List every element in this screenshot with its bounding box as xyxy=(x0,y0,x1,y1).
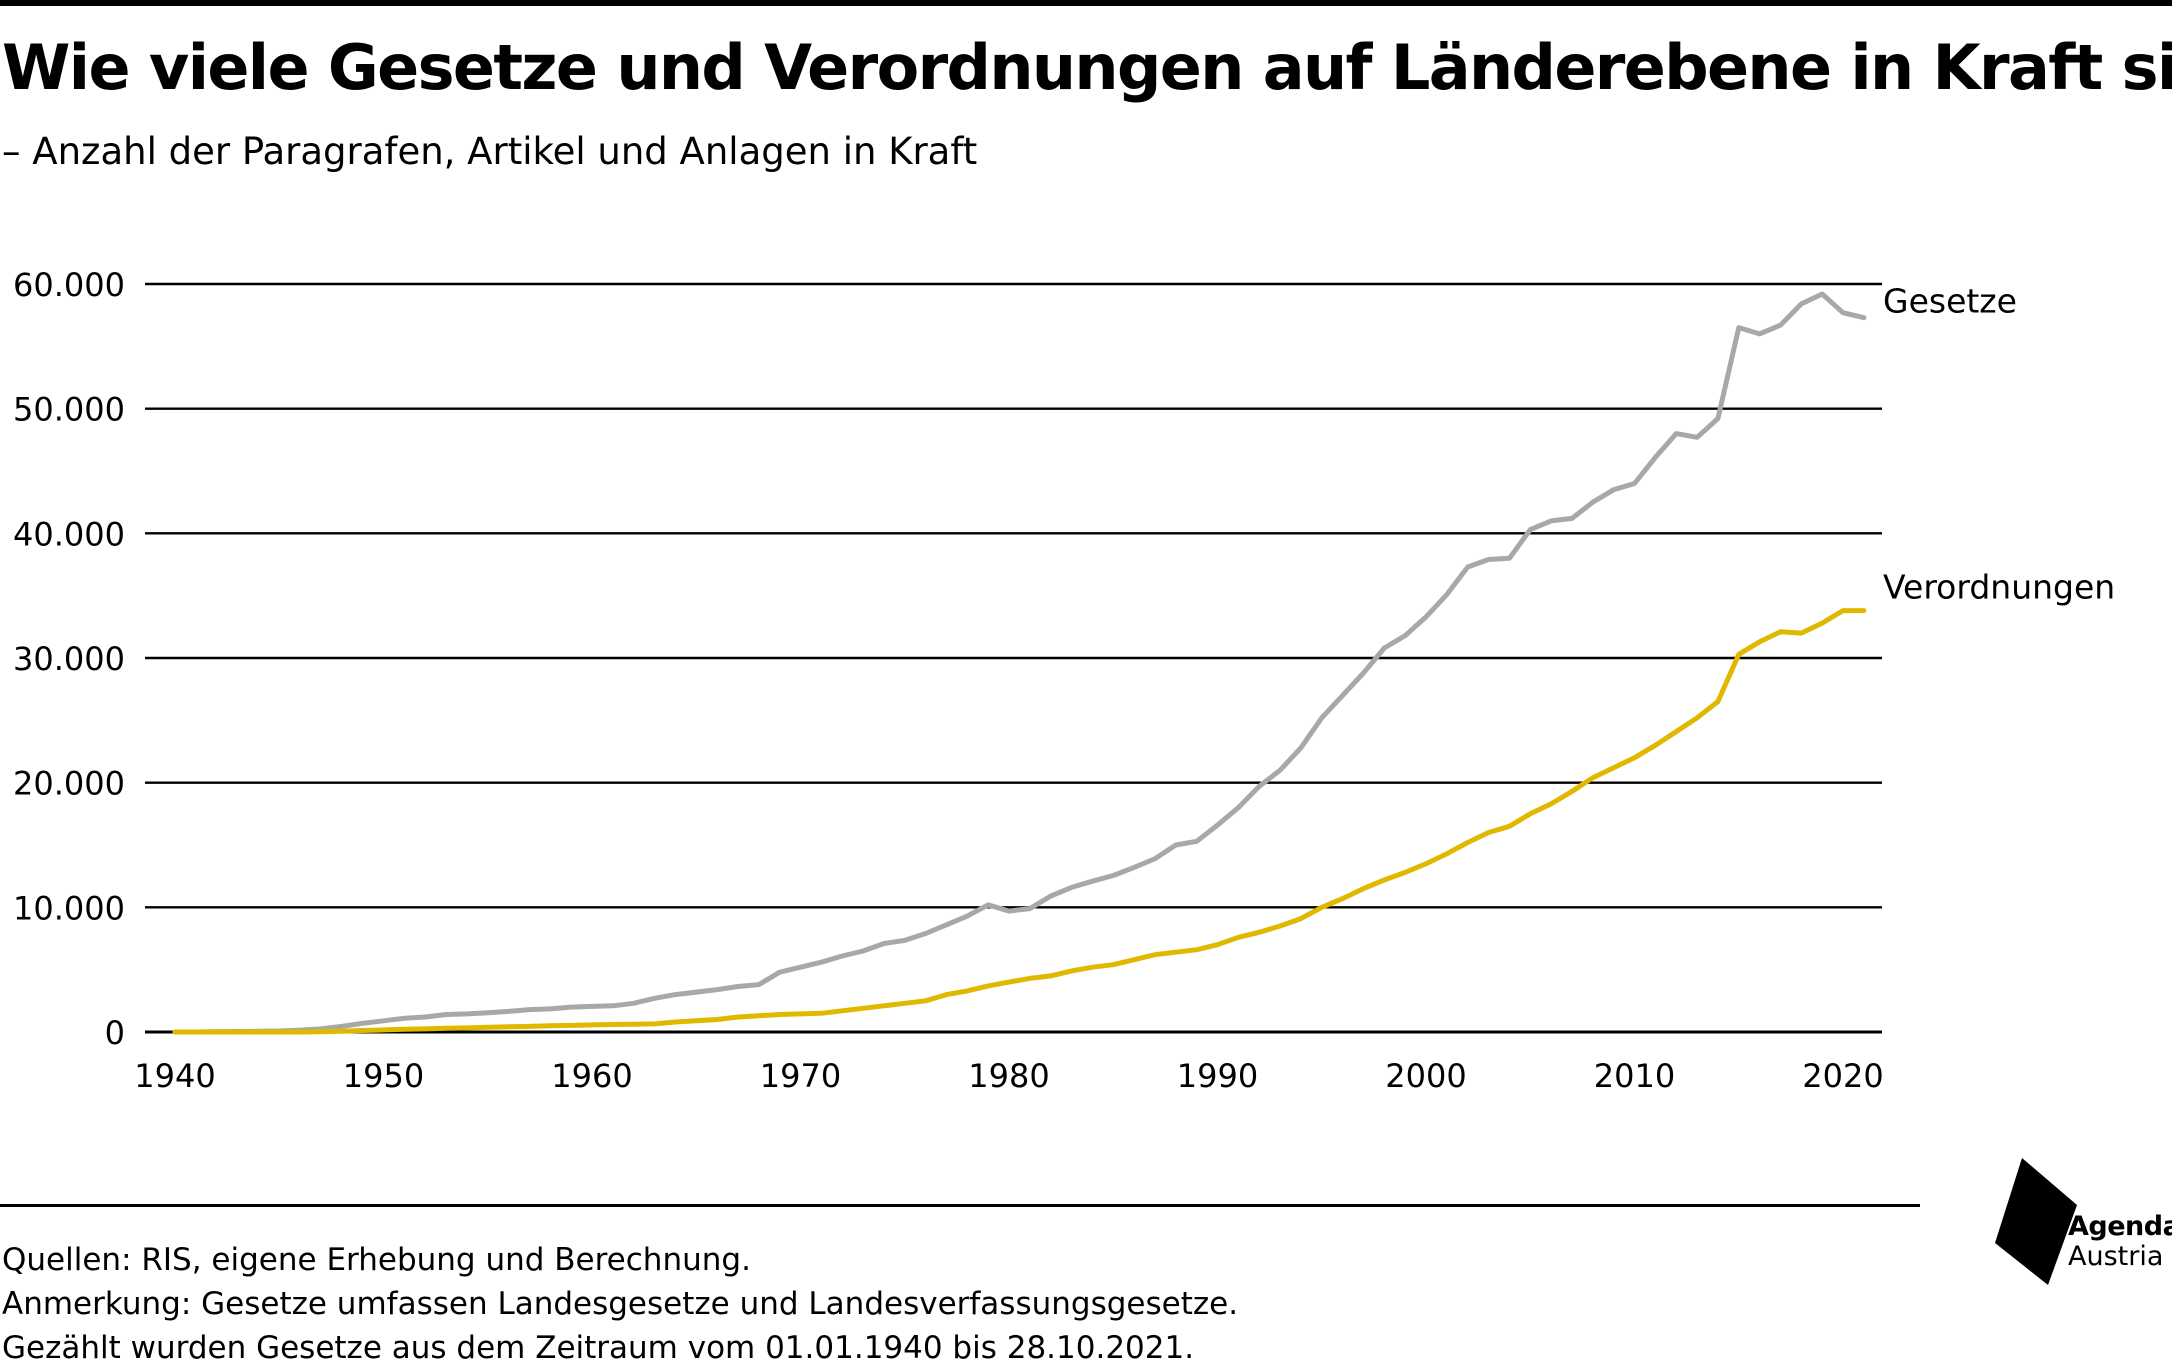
agenda-austria-logo xyxy=(1995,1158,2077,1285)
series-label-gesetze: Gesetze xyxy=(1883,282,2017,321)
chart-subtitle: – Anzahl der Paragrafen, Artikel und Anl… xyxy=(2,130,978,173)
date-range-note: Gezählt wurden Gesetze aus dem Zeitraum … xyxy=(2,1330,1195,1366)
line-chart: 0 10.000 20.000 30.000 40.000 50.000 60.000 19… xyxy=(13,266,2115,1095)
y-tick-label: 10.000 xyxy=(13,889,125,927)
y-tick-label: 40.000 xyxy=(13,515,125,553)
logo-line-austria: Austria xyxy=(2068,1241,2164,1272)
y-tick-label: 0 xyxy=(105,1014,125,1052)
y-axis-tick-labels: 0 10.000 20.000 30.000 40.000 50.000 60.000 xyxy=(13,266,125,1052)
x-tick-label: 2000 xyxy=(1385,1057,1466,1095)
x-axis-tick-labels: 1940 1950 1960 1970 1980 1990 2000 2010 2020 xyxy=(134,1057,1883,1095)
top-rule xyxy=(0,0,2172,6)
y-tick-label: 60.000 xyxy=(13,266,125,304)
series-labels: Gesetze Verordnungen xyxy=(1883,282,2115,607)
series-lines xyxy=(172,291,1867,1035)
y-tick-label: 20.000 xyxy=(13,765,125,803)
series-label-verordnungen: Verordnungen xyxy=(1883,568,2115,607)
x-tick-label: 1970 xyxy=(760,1057,841,1095)
x-tick-label: 1940 xyxy=(134,1057,215,1095)
logo-line-agenda: Agenda xyxy=(2068,1211,2172,1242)
logo-mark-icon xyxy=(1995,1158,2077,1285)
y-tick-label: 50.000 xyxy=(13,391,125,429)
x-tick-label: 2010 xyxy=(1594,1057,1675,1095)
y-tick-label: 30.000 xyxy=(13,640,125,678)
source-note: Quellen: RIS, eigene Erhebung und Berech… xyxy=(2,1242,751,1278)
x-tick-label: 1980 xyxy=(968,1057,1049,1095)
footer-rule xyxy=(0,1204,1920,1207)
annotation-note: Anmerkung: Gesetze umfassen Landesgesetz… xyxy=(2,1286,1239,1322)
logo-text: Agenda Austria xyxy=(2068,1212,2172,1272)
series-line-gesetze xyxy=(172,291,1867,1035)
series-line-verordnungen xyxy=(172,608,1867,1035)
x-tick-label: 1960 xyxy=(551,1057,632,1095)
x-tick-label: 2020 xyxy=(1802,1057,1883,1095)
gridlines xyxy=(145,282,1882,1034)
chart-title: Wie viele Gesetze und Verordnungen auf L… xyxy=(2,31,2172,104)
x-tick-label: 1950 xyxy=(343,1057,424,1095)
footer-notes: Quellen: RIS, eigene Erhebung und Berech… xyxy=(2,1238,1238,1370)
x-tick-label: 1990 xyxy=(1177,1057,1258,1095)
